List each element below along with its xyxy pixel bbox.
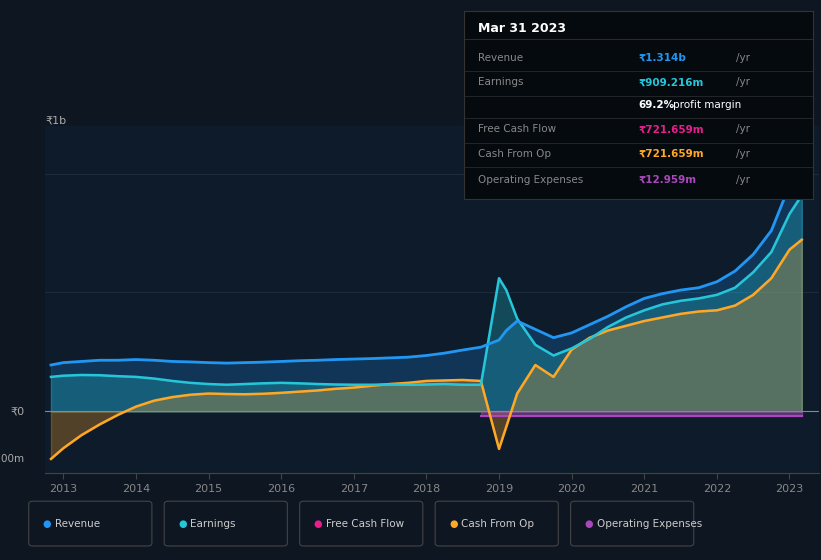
Text: Free Cash Flow: Free Cash Flow <box>478 124 556 134</box>
Text: ●: ● <box>449 519 457 529</box>
Text: Cash From Op: Cash From Op <box>478 149 551 159</box>
Text: Revenue: Revenue <box>478 53 523 63</box>
Text: ₹721.659m: ₹721.659m <box>639 149 704 159</box>
Text: Mar 31 2023: Mar 31 2023 <box>478 22 566 35</box>
Text: ₹721.659m: ₹721.659m <box>639 124 704 134</box>
Text: -₹200m: -₹200m <box>0 454 25 464</box>
Text: ●: ● <box>585 519 593 529</box>
Text: Operating Expenses: Operating Expenses <box>478 175 583 185</box>
Text: Free Cash Flow: Free Cash Flow <box>326 519 404 529</box>
Text: Earnings: Earnings <box>478 77 523 87</box>
Text: ●: ● <box>314 519 322 529</box>
Text: Cash From Op: Cash From Op <box>461 519 534 529</box>
Text: /yr: /yr <box>736 77 750 87</box>
Text: ₹1.314b: ₹1.314b <box>639 53 686 63</box>
Text: ₹1b: ₹1b <box>45 116 67 126</box>
Text: ₹0: ₹0 <box>11 407 25 417</box>
Text: profit margin: profit margin <box>673 100 741 110</box>
Text: /yr: /yr <box>736 124 750 134</box>
Text: ₹909.216m: ₹909.216m <box>639 77 704 87</box>
Text: ●: ● <box>178 519 186 529</box>
Text: ₹12.959m: ₹12.959m <box>639 175 696 185</box>
Text: Earnings: Earnings <box>190 519 236 529</box>
Text: Revenue: Revenue <box>55 519 100 529</box>
Text: ●: ● <box>43 519 51 529</box>
Text: /yr: /yr <box>736 149 750 159</box>
Text: /yr: /yr <box>736 175 750 185</box>
Text: /yr: /yr <box>736 53 750 63</box>
Text: Operating Expenses: Operating Expenses <box>597 519 702 529</box>
Text: 69.2%: 69.2% <box>639 100 675 110</box>
